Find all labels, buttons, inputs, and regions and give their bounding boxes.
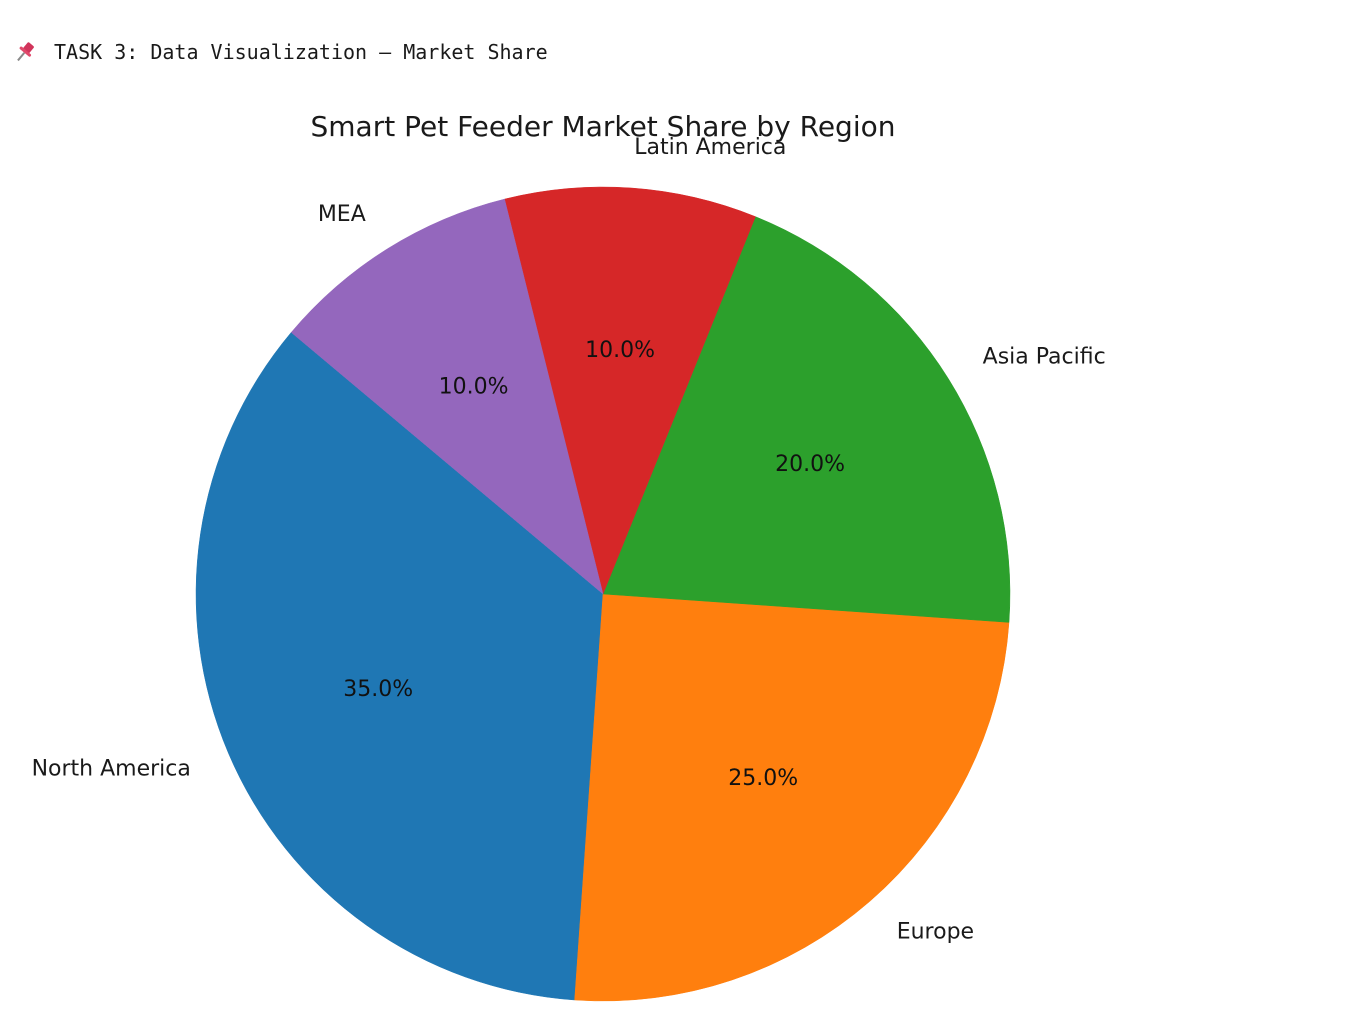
chart-title: Smart Pet Feeder Market Share by Region <box>311 110 896 143</box>
pct-label-asia-pacific: 20.0% <box>775 452 845 477</box>
pct-label-europe: 25.0% <box>728 766 798 791</box>
task-header-text: TASK 3: Data Visualization – Market Shar… <box>54 40 548 64</box>
slice-label-mea: MEA <box>318 202 366 227</box>
slice-label-north-america: North America <box>32 756 191 781</box>
slice-label-asia-pacific: Asia Pacific <box>983 344 1106 369</box>
pie-labels: North America 35.0% Europe 25.0% Asia Pacifi… <box>32 135 1106 944</box>
pie-slice-latin-america <box>504 186 756 595</box>
pct-label-latin-america: 10.0% <box>585 338 655 363</box>
pie-slice-mea <box>290 198 604 595</box>
pct-label-mea: 10.0% <box>439 374 509 399</box>
task-header: TASK 3: Data Visualization – Market Shar… <box>12 38 548 66</box>
slice-label-latin-america: Latin America <box>634 135 786 160</box>
pushpin-icon <box>17 42 34 62</box>
pie-slice-north-america <box>195 332 604 1001</box>
slice-label-europe: Europe <box>897 919 974 944</box>
pie-slice-europe <box>574 593 1010 1002</box>
pct-label-north-america: 35.0% <box>343 677 413 702</box>
pie-slices <box>195 186 1011 1002</box>
pie-slice-asia-pacific <box>602 216 1011 623</box>
